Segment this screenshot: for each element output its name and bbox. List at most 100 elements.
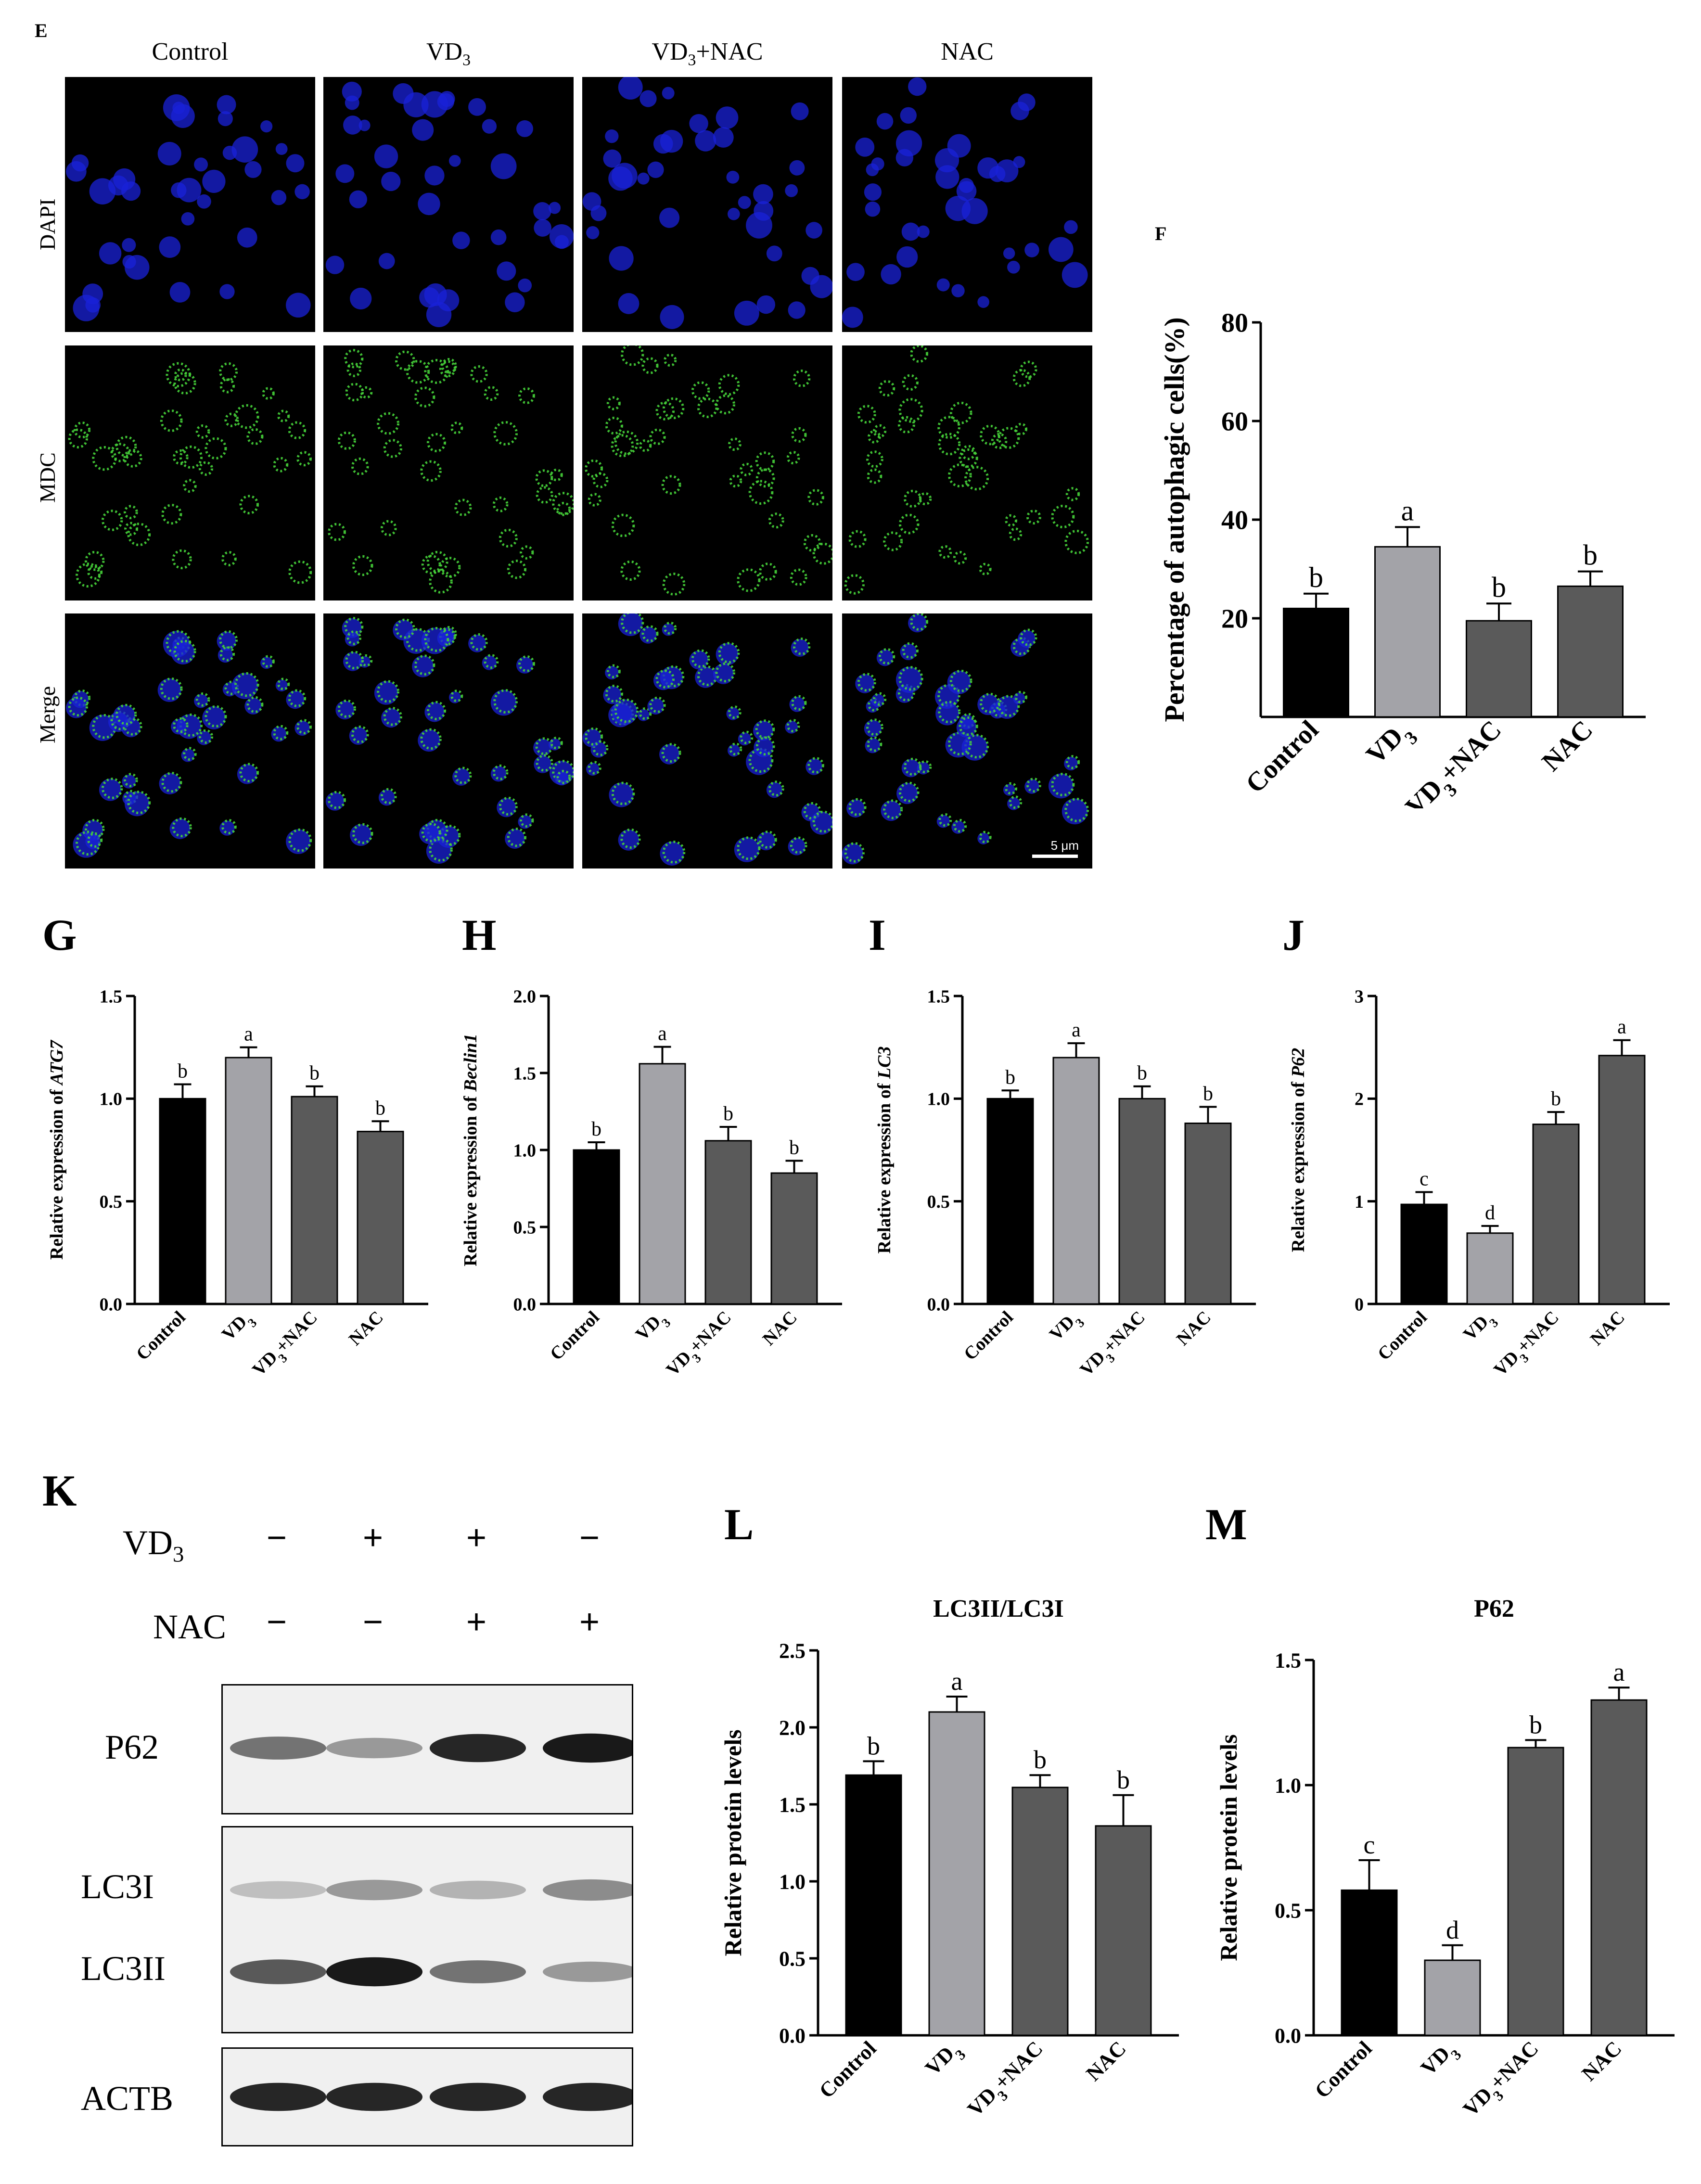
bar-vd3 — [1052, 1057, 1100, 1305]
x-category-label: NAC — [1536, 715, 1599, 777]
x-category-label: Control — [815, 2036, 881, 2103]
x-category-label: NAC — [759, 1307, 801, 1350]
bar-vd3-nac — [1466, 620, 1532, 718]
significance-letter: a — [1617, 1016, 1626, 1038]
y-tick-label: 20 — [1221, 604, 1248, 634]
bar-nac — [770, 1172, 818, 1305]
bar-vd3 — [928, 1711, 985, 2036]
chart-beclin1: 0.0 0.5 1.0 1.5 2.0 b Control a VD3 b VD3+NAC b NAC R… — [460, 986, 842, 1380]
band-lc3ii-lane-2 — [326, 1957, 422, 1987]
bar-vd3 — [639, 1063, 686, 1305]
x-category-label: NAC — [1577, 2036, 1626, 2085]
x-category-label: NAC — [345, 1307, 387, 1350]
y-tick-label: 1.5 — [1275, 1648, 1301, 1672]
y-tick-label: 0.0 — [779, 2024, 806, 2047]
micrograph-dapi-nac — [842, 77, 1092, 332]
significance-letter: b — [789, 1137, 799, 1159]
y-tick-label: 0.5 — [927, 1192, 950, 1212]
y-tick-label: 1 — [1355, 1192, 1364, 1212]
x-category-label: VD3+NAC — [1458, 2036, 1548, 2126]
bar-control — [986, 1098, 1034, 1305]
x-category-label: NAC — [1173, 1307, 1215, 1350]
micrograph-mdc-nac — [842, 345, 1092, 600]
bar-nac — [1590, 1699, 1648, 2036]
bar-vd3-nac — [1011, 1787, 1069, 2036]
y-axis-label: Relative protein levels — [719, 1729, 746, 1956]
y-tick-label: 0.5 — [513, 1217, 537, 1238]
micrograph-dapi-vd3-nac — [582, 77, 832, 332]
chart-lc3: 0.0 0.5 1.0 1.5 b Control a VD3 b VD3+NAC b NAC Rela… — [874, 986, 1256, 1384]
y-tick-label: 0.5 — [100, 1192, 123, 1212]
significance-letter: b — [375, 1097, 385, 1119]
micrograph-mdc-control — [65, 345, 315, 600]
chart-title: P62 — [1474, 1595, 1514, 1622]
bar-nac — [357, 1131, 404, 1305]
blot-strip-p62 — [221, 1684, 633, 1814]
chart-p62-protein: 0.0 0.5 1.0 1.5 c Control d VD3 b VD3+NAC a NAC Rela… — [1215, 1595, 1675, 2126]
chart-lc3ii-lc3i: 0.0 0.5 1.0 1.5 2.0 2.5 b Control a VD3 b VD3+NAC b N… — [719, 1595, 1179, 2126]
bar-vd3 — [1424, 1959, 1481, 2036]
bar-nac — [1095, 1825, 1152, 2036]
significance-letter: b — [309, 1062, 320, 1085]
band-lc3i-lane-1 — [230, 1881, 326, 1899]
y-tick-label: 3 — [1355, 986, 1364, 1007]
significance-letter: b — [723, 1103, 733, 1125]
sign-vd3-lane-4: − — [579, 1519, 600, 1557]
band-lc3i-lane-4 — [543, 1879, 632, 1901]
y-tick-label: 0.0 — [1275, 2024, 1301, 2047]
y-tick-label: 2.0 — [779, 1716, 806, 1739]
y-tick-label: 1.5 — [927, 986, 950, 1007]
x-category-label: VD3+NAC — [963, 2036, 1052, 2126]
x-category-label: Control — [1374, 1307, 1431, 1365]
micrograph-merge-vd3 — [323, 613, 574, 868]
sign-nac-lane-1: − — [266, 1603, 287, 1641]
panel-letter-k: K — [42, 1466, 77, 1515]
x-category-label: VD3 — [632, 1307, 673, 1349]
bar-nac — [1598, 1055, 1646, 1305]
bar-control — [159, 1098, 206, 1305]
y-tick-label: 1.0 — [927, 1089, 950, 1110]
y-axis-label: Relative expression of Beclin1 — [460, 1034, 481, 1266]
y-axis-label: Percentage of autophagic cells(%) — [1159, 317, 1190, 722]
significance-letter: d — [1446, 1916, 1459, 1944]
band-lc3i-lane-3 — [430, 1880, 526, 1900]
row-title-mdc: MDC — [35, 452, 60, 503]
x-category-label: VD3 — [1459, 1307, 1501, 1349]
sign-nac-lane-3: + — [466, 1603, 487, 1641]
bar-vd3 — [1374, 546, 1441, 718]
significance-letter: b — [1117, 1765, 1130, 1794]
band-label-lc3ii: LC3II — [81, 1949, 166, 1988]
bar-vd3-nac — [291, 1096, 338, 1305]
x-category-label: VD3 — [1046, 1307, 1087, 1349]
band-p62-lane-3 — [430, 1734, 526, 1763]
chart-p62-expression: 0 1 2 3 c Control d VD3 b VD3+NAC a NAC Relative exp… — [1288, 986, 1670, 1380]
y-tick-label: 0.0 — [100, 1294, 123, 1315]
bar-control — [1341, 1889, 1398, 2036]
significance-letter: c — [1420, 1168, 1429, 1190]
panel-letter-e: E — [35, 20, 48, 41]
bar-vd3-nac — [704, 1140, 752, 1305]
sign-nac-lane-2: − — [362, 1603, 384, 1641]
x-category-label: Control — [132, 1307, 190, 1365]
significance-letter: b — [1551, 1088, 1561, 1110]
y-tick-label: 2 — [1355, 1089, 1364, 1110]
sign-vd3-lane-3: + — [466, 1519, 487, 1557]
significance-letter: d — [1485, 1202, 1495, 1224]
micrograph-dapi-control — [65, 77, 315, 332]
chart-atg7: 0.0 0.5 1.0 1.5 b Control a VD3 b VD3+NAC b NAC Rela… — [47, 986, 428, 1384]
bar-vd3-nac — [1532, 1124, 1580, 1305]
y-tick-label: 1.0 — [100, 1089, 123, 1110]
bar-vd3-nac — [1118, 1098, 1166, 1305]
x-category-label: VD3+NAC — [1076, 1307, 1153, 1384]
x-category-label: VD3+NAC — [248, 1307, 325, 1384]
blot-strip-lc3 — [221, 1826, 633, 2033]
y-tick-label: 60 — [1221, 407, 1248, 437]
scale-bar-label: 5 μm — [1050, 838, 1079, 853]
band-actb-lane-3 — [430, 2082, 526, 2111]
band-lc3ii-lane-4 — [543, 1961, 632, 1982]
significance-letter: a — [951, 1667, 963, 1696]
row-title-dapi: DAPI — [35, 198, 60, 250]
band-label-lc3i: LC3I — [81, 1867, 154, 1906]
significance-letter: b — [1492, 571, 1506, 603]
y-tick-label: 1.5 — [100, 986, 123, 1007]
